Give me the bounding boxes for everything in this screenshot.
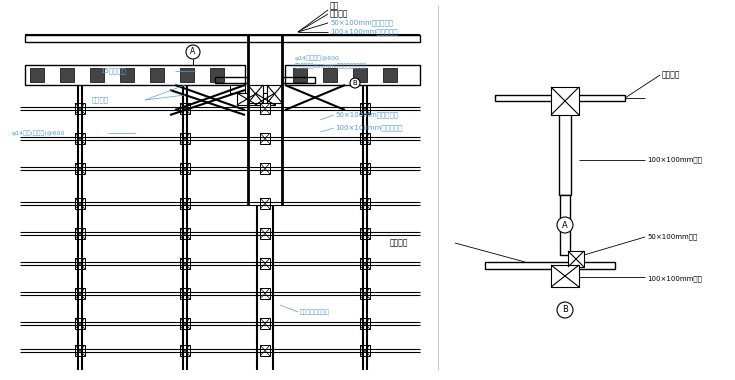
Bar [180, 258, 190, 269]
Text: 木塑模板: 木塑模板 [390, 239, 409, 247]
Text: 碗扣扣碗扣架支撑: 碗扣扣碗扣架支撑 [300, 309, 330, 315]
Bar [180, 228, 190, 239]
Bar [237, 93, 257, 105]
Bar [75, 345, 85, 356]
Bar [248, 85, 263, 103]
Bar [267, 85, 282, 103]
Bar [551, 87, 579, 115]
Bar [260, 228, 270, 239]
Bar [551, 265, 579, 287]
Bar [180, 163, 190, 174]
Text: 50×100mm方木次龙骨: 50×100mm方木次龙骨 [330, 20, 393, 26]
Bar [260, 103, 270, 114]
Bar [260, 133, 270, 144]
Text: B: B [353, 80, 357, 86]
Bar [75, 258, 85, 269]
Bar [383, 68, 397, 82]
Text: 楼板: 楼板 [330, 2, 340, 11]
Bar [150, 68, 164, 82]
Bar [75, 103, 85, 114]
Bar [260, 163, 270, 174]
Text: 方木斜撑: 方木斜撑 [92, 97, 109, 103]
Bar [180, 318, 190, 329]
Text: 100×100mm方木主龙骨: 100×100mm方木主龙骨 [335, 125, 403, 131]
Bar [75, 228, 85, 239]
Circle shape [186, 45, 200, 59]
Bar [495, 95, 625, 101]
Text: 100×100mm方木主龙骨: 100×100mm方木主龙骨 [330, 29, 398, 35]
Bar [568, 251, 584, 267]
Circle shape [557, 302, 573, 318]
Bar [25, 65, 245, 85]
Bar [360, 258, 370, 269]
Bar [559, 100, 571, 195]
Bar [260, 345, 270, 356]
Bar [560, 195, 570, 255]
Bar [360, 228, 370, 239]
Bar [230, 85, 245, 93]
Text: 梁净宽每增加300mm,则增加一道对拉螺栓: 梁净宽每增加300mm,则增加一道对拉螺栓 [295, 63, 367, 69]
Text: A: A [190, 48, 196, 57]
Bar [75, 198, 85, 209]
Bar [260, 198, 270, 209]
Bar [285, 65, 420, 85]
Text: 50×100mm方木: 50×100mm方木 [647, 234, 698, 240]
Bar [180, 103, 190, 114]
Bar [255, 93, 275, 105]
Bar [210, 68, 224, 82]
Bar [360, 288, 370, 299]
Bar [323, 68, 337, 82]
Bar [360, 163, 370, 174]
Circle shape [557, 217, 573, 233]
Bar [90, 68, 104, 82]
Text: 100×100mm方木: 100×100mm方木 [647, 276, 702, 282]
Text: 木塑模板: 木塑模板 [330, 10, 348, 19]
Text: A: A [562, 220, 568, 230]
Bar [180, 345, 190, 356]
Bar [180, 133, 190, 144]
Bar [485, 262, 615, 269]
Bar [75, 288, 85, 299]
Bar [180, 288, 190, 299]
Bar [180, 198, 190, 209]
Bar [260, 288, 270, 299]
Text: 木塑模板: 木塑模板 [662, 71, 681, 79]
Bar [360, 133, 370, 144]
Bar [120, 68, 134, 82]
Text: φ14螺栓(不穿梁)@600: φ14螺栓(不穿梁)@600 [12, 130, 65, 136]
Bar [260, 318, 270, 329]
Text: B: B [562, 306, 568, 315]
Bar [360, 318, 370, 329]
Bar [260, 258, 270, 269]
Bar [30, 68, 44, 82]
Bar [360, 198, 370, 209]
Text: φ14对拉螺栓@600: φ14对拉螺栓@600 [295, 55, 340, 61]
Bar [360, 345, 370, 356]
Bar [215, 77, 248, 83]
Bar [255, 85, 270, 93]
Bar [25, 35, 420, 42]
Circle shape [350, 78, 360, 88]
Bar [180, 68, 194, 82]
Text: 15厚多层板: 15厚多层板 [100, 68, 126, 74]
Bar [293, 68, 307, 82]
Bar [60, 68, 74, 82]
Text: 50×100mm方木次龙骨: 50×100mm方木次龙骨 [335, 112, 398, 118]
Bar [75, 318, 85, 329]
Text: 100×100mm方木: 100×100mm方木 [647, 157, 702, 163]
Bar [353, 68, 367, 82]
Bar [360, 103, 370, 114]
Bar [75, 133, 85, 144]
Bar [75, 163, 85, 174]
Bar [282, 77, 315, 83]
